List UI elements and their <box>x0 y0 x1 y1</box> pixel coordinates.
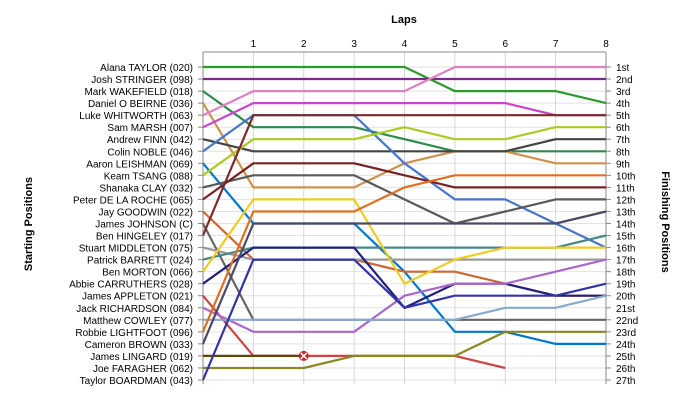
series-line <box>202 102 606 129</box>
finishing-position-label: 21st <box>616 304 635 315</box>
starting-position-label: James JOHNSON (C) <box>95 220 193 231</box>
starting-position-label: Joe FARAGHER (062) <box>93 364 193 375</box>
lap-tick-label: 2 <box>301 39 307 50</box>
finishing-position-label: 24th <box>616 340 635 351</box>
starting-position-label: Ben MORTON (066) <box>102 268 193 279</box>
starting-position-label: Abbie CARRUTHERS (028) <box>69 280 193 291</box>
lap-tick-label: 5 <box>452 39 458 50</box>
starting-position-label: Luke WHITWORTH (063) <box>79 111 193 122</box>
series-line <box>202 138 606 153</box>
series-line <box>202 258 607 333</box>
starting-position-label: Colin NOBLE (046) <box>107 147 193 158</box>
y-axis-left-label: Starting Positions <box>23 177 35 271</box>
lap-tick-label: 7 <box>553 39 559 50</box>
starting-position-label: Matthew COWLEY (077) <box>83 316 193 327</box>
series-line <box>202 90 606 153</box>
starting-position-label: Aaron LEISHMAN (069) <box>86 159 193 170</box>
series-line <box>202 126 606 177</box>
starting-position-label: Andrew FINN (042) <box>107 135 193 146</box>
series-line <box>202 198 606 285</box>
lap-tick-label: 4 <box>402 39 408 50</box>
series-line <box>202 162 606 201</box>
finishing-position-label: 7th <box>616 135 630 146</box>
finishing-position-label: 25th <box>616 352 635 363</box>
finishing-position-label: 15th <box>616 232 635 243</box>
finishing-position-label: 2nd <box>616 75 633 86</box>
series-line <box>201 114 606 236</box>
finishing-position-label: 18th <box>616 268 635 279</box>
finishing-position-label: 26th <box>616 364 635 375</box>
starting-position-label: James APPLETON (021) <box>82 292 193 303</box>
series-line <box>203 65 607 105</box>
finishing-position-label: 10th <box>616 171 635 182</box>
starting-position-label: Mark WAKEFIELD (018) <box>84 87 193 98</box>
starting-position-label: Jack RICHARDSON (084) <box>76 304 193 315</box>
starting-position-label: Sam MARSH (007) <box>107 123 193 134</box>
series-line <box>201 174 606 333</box>
starting-position-label: Shanaka CLAY (032) <box>99 183 193 194</box>
chart-title: Laps <box>391 14 417 26</box>
starting-position-label: Daniel O BEIRNE (036) <box>88 99 193 110</box>
finishing-position-label: 4th <box>616 99 630 110</box>
series-line <box>201 258 607 381</box>
starting-position-label: Patrick BARRETT (024) <box>87 256 193 267</box>
finishing-position-label: 17th <box>616 256 635 267</box>
starting-position-label: Taylor BOARDMAN (043) <box>80 376 193 387</box>
finishing-position-label: 12th <box>616 195 635 206</box>
lap-tick-label: 1 <box>251 39 257 50</box>
finishing-position-label: 1st <box>616 63 630 74</box>
starting-position-label: Stuart MIDDLETON (075) <box>79 244 193 255</box>
starting-position-label: Keam TSANG (088) <box>104 171 193 182</box>
starting-position-label: Alana TAYLOR (020) <box>100 63 193 74</box>
starting-position-label: Jay GOODWIN (022) <box>99 207 193 218</box>
series-line <box>202 174 606 225</box>
starting-position-label: Robbie LIGHTFOOT (096) <box>75 328 193 339</box>
lap-tick-label: 3 <box>351 39 357 50</box>
finishing-position-label: 5th <box>616 111 630 122</box>
y-axis-right-label: Finishing Positions <box>659 171 671 272</box>
finishing-position-label: 27th <box>616 376 635 387</box>
finishing-position-label: 16th <box>616 244 635 255</box>
starting-position-label: Peter DE LA ROCHE (065) <box>73 195 193 206</box>
retired-marker-cross <box>300 352 308 360</box>
lap-tick-label: 8 <box>603 39 609 50</box>
finishing-position-label: 3rd <box>616 87 630 98</box>
finishing-position-label: 6th <box>616 123 630 134</box>
finishing-position-label: 9th <box>616 159 630 170</box>
starting-position-label: James LINGARD (019) <box>90 352 193 363</box>
series-line <box>202 65 606 117</box>
finishing-position-label: 19th <box>616 280 635 291</box>
starting-position-label: Cameron BROWN (033) <box>85 340 193 351</box>
finishing-position-label: 8th <box>616 147 630 158</box>
finishing-position-label: 22nd <box>616 316 638 327</box>
finishing-position-label: 13th <box>616 207 635 218</box>
finishing-position-label: 11th <box>616 183 635 194</box>
retired-marker <box>298 350 309 361</box>
finishing-position-label: 14th <box>616 220 635 231</box>
finishing-position-label: 20th <box>616 292 635 303</box>
series-line <box>203 330 606 370</box>
finishing-position-label: 23rd <box>616 328 636 339</box>
series-line <box>201 210 607 345</box>
starting-position-label: Josh STRINGER (098) <box>91 75 193 86</box>
starting-position-label: Ben HINGELEY (017) <box>96 232 193 243</box>
series-line <box>203 294 607 321</box>
lap-tick-label: 6 <box>502 39 508 50</box>
